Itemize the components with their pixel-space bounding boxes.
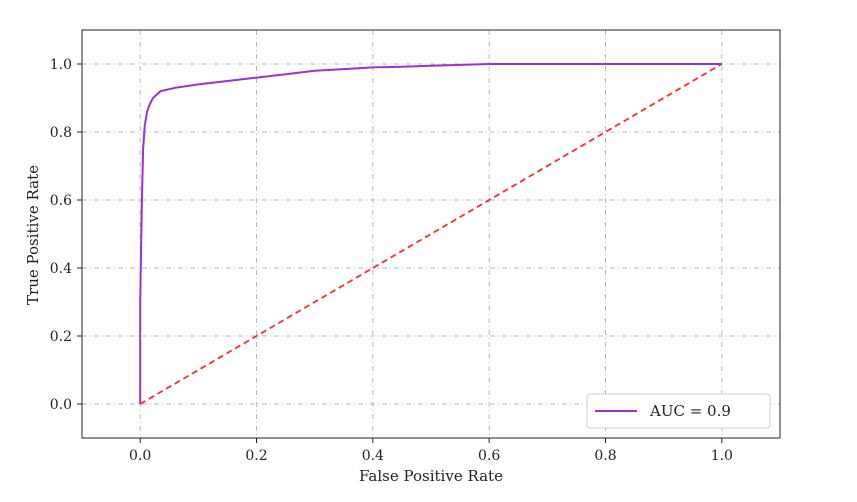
chance-diagonal-line — [139, 63, 723, 405]
y-tick-label: 0.4 — [50, 261, 72, 277]
x-gridlines — [139, 30, 723, 438]
y-tick-label: 0.8 — [50, 125, 72, 141]
x-axis-ticks: 0.0 0.2 0.4 0.6 0.8 1.0 — [129, 438, 733, 464]
x-axis-label: False Positive Rate — [359, 467, 503, 485]
x-tick-label: 0.2 — [245, 448, 267, 464]
y-tick-label: 0.0 — [50, 397, 72, 413]
plot-background — [82, 30, 780, 438]
plot-frame — [81, 29, 781, 439]
y-tick-label: 1.0 — [50, 57, 72, 73]
y-tick-label: 0.6 — [50, 193, 72, 209]
y-tick-label: 0.2 — [50, 329, 72, 345]
x-tick-label: 0.6 — [478, 448, 500, 464]
legend: AUC = 0.9 — [586, 393, 771, 429]
series-layer — [139, 63, 723, 405]
x-tick-label: 0.4 — [362, 448, 384, 464]
roc-curve-line — [139, 63, 722, 404]
legend-label-roc: AUC = 0.9 — [649, 402, 731, 420]
legend-box — [586, 393, 771, 429]
x-tick-label: 0.8 — [594, 448, 616, 464]
y-axis-label: True Positive Rate — [24, 165, 42, 305]
y-axis-ticks: 0.0 0.2 0.4 0.6 0.8 1.0 — [50, 57, 82, 413]
x-tick-label: 1.0 — [711, 448, 733, 464]
y-gridlines — [82, 63, 780, 405]
x-tick-label: 0.0 — [129, 448, 151, 464]
